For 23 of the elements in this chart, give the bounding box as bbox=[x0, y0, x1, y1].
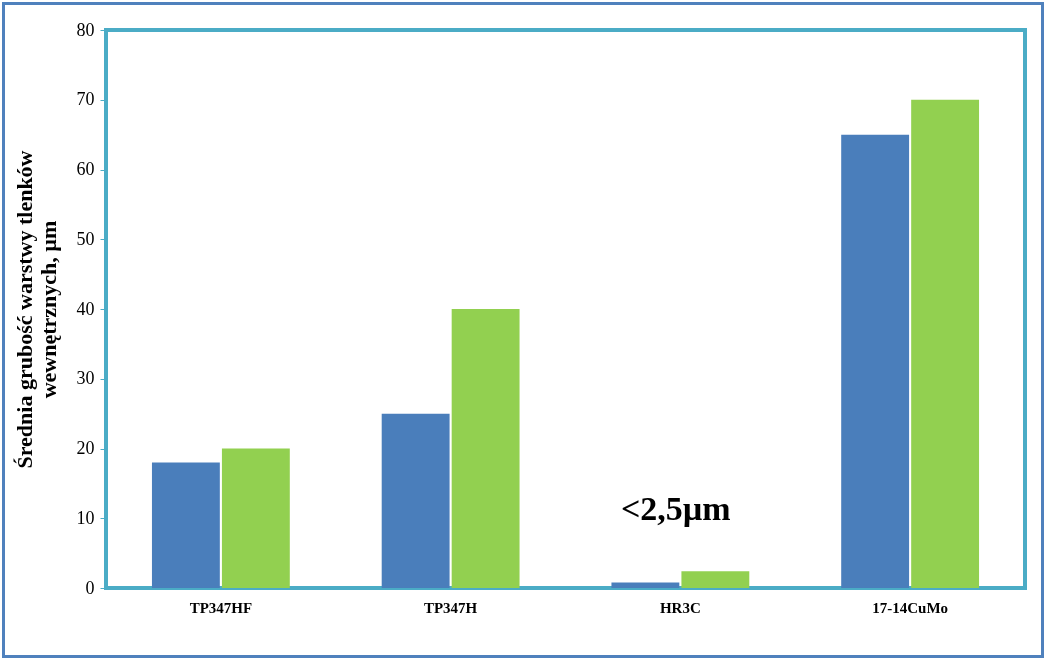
bar bbox=[451, 309, 520, 588]
x-tick-label: TP347HF bbox=[189, 599, 253, 616]
bar bbox=[841, 134, 910, 588]
x-tick-label: TP347H bbox=[423, 599, 478, 616]
y-tick-label: 0 bbox=[85, 577, 95, 598]
y-tick-label: 50 bbox=[76, 228, 95, 249]
y-axis-title: Średnia grubość warstwy tlenków wewnętrznych, µm bbox=[11, 150, 61, 469]
bar bbox=[151, 462, 220, 588]
x-tick-label: HR3C bbox=[659, 599, 701, 616]
y-tick-label: 20 bbox=[76, 438, 95, 458]
x-tick-label: 17-14CuMo bbox=[872, 599, 949, 616]
y-tick-label: 40 bbox=[76, 298, 95, 319]
bar bbox=[381, 413, 450, 588]
y-tick-label: 10 bbox=[76, 507, 95, 528]
y-tick-label: 60 bbox=[76, 159, 95, 179]
y-tick-label: 30 bbox=[76, 368, 95, 389]
bar bbox=[611, 582, 680, 588]
annotation: <2,5µm bbox=[620, 489, 731, 527]
bar bbox=[911, 99, 980, 588]
bar bbox=[221, 448, 290, 588]
y-tick-label: 80 bbox=[76, 19, 95, 40]
bar bbox=[681, 571, 750, 588]
y-tick-label: 70 bbox=[76, 89, 95, 110]
